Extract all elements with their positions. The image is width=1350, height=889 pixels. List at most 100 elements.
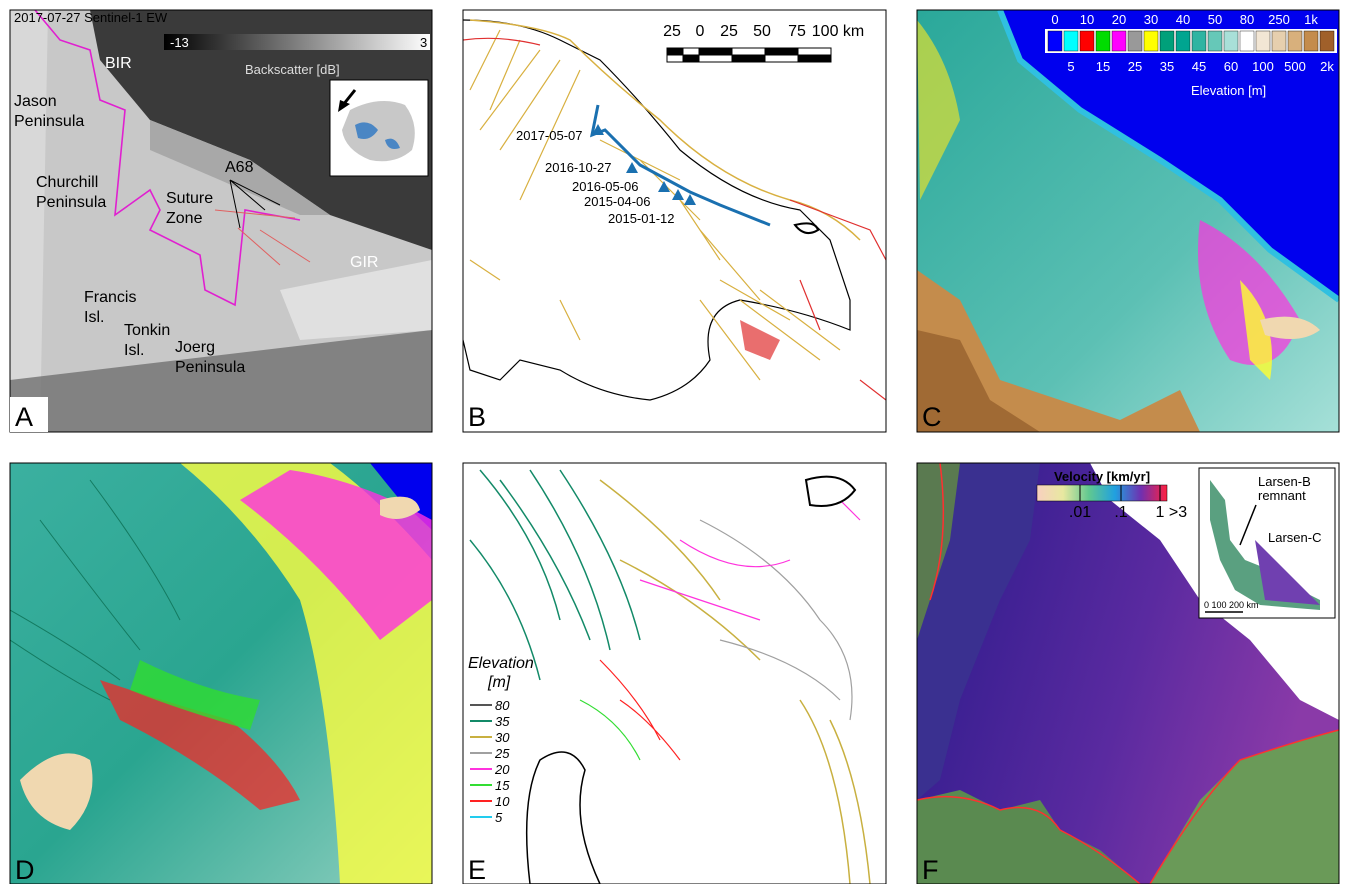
front-marker: [592, 124, 604, 135]
panel-d-image: [10, 463, 432, 884]
inset-label: Larsen-C: [1268, 530, 1321, 545]
colorbar-swatch: [1239, 30, 1255, 52]
panel-frame: [916, 9, 1340, 433]
colorbar-tick-label: 80: [1240, 12, 1254, 27]
colorbar-swatch: [1063, 30, 1079, 52]
panel-letter: D: [15, 855, 35, 884]
front-marker: [672, 189, 684, 200]
scale-segment: [698, 47, 733, 56]
place-label: Suture: [166, 190, 213, 207]
colorbar-swatch: [1159, 30, 1175, 52]
panel-letter: E: [468, 855, 486, 884]
panel-e-image: [469, 469, 871, 884]
scale-label: 100 km: [812, 23, 864, 40]
scale-segment: [731, 47, 766, 56]
place-label: Isl.: [124, 342, 144, 359]
inset-label: Larsen-B: [1258, 474, 1311, 489]
colorbar-tick-label: 10: [1080, 12, 1094, 27]
legend-title: [m]: [487, 674, 511, 691]
colorbar-swatch: [1111, 30, 1127, 52]
scale-bar: 25 0 25 50 75 100 km: [663, 23, 864, 63]
colorbar-tick-label: 5: [1067, 59, 1074, 74]
letter-box: [10, 397, 48, 432]
colorbar-tick-label: 500: [1284, 59, 1306, 74]
scale-segment: [764, 47, 799, 56]
colorbar-tick-label: 20: [1112, 12, 1126, 27]
colorbar-label: Elevation [m]: [1191, 83, 1266, 98]
legend-label: 15: [495, 778, 510, 793]
colorbar-min: -13: [170, 35, 189, 50]
colorbar-tick-label: .1: [1114, 504, 1127, 521]
colorbar: [1036, 484, 1168, 502]
colorbar-swatch: [1095, 30, 1111, 52]
panel-a-image: [10, 10, 432, 432]
colorbar-swatch: [1047, 30, 1063, 52]
scale-segment: [797, 47, 832, 56]
place-labels: BIR Jason Peninsula A68 Churchill Peninsula Su…: [14, 55, 378, 376]
front-date: 2016-05-06: [572, 179, 639, 194]
legend-label: 10: [495, 794, 510, 809]
colorbar-swatch: [1255, 30, 1271, 52]
panel-letter: A: [15, 402, 33, 432]
place-label: Francis: [84, 289, 136, 306]
place-label: BIR: [105, 55, 132, 72]
colorbar-swatch: [1303, 30, 1319, 52]
colorbar-tick-label: 100: [1252, 59, 1274, 74]
panel-c-image: [917, 10, 1339, 432]
scale-label: 25: [720, 23, 738, 40]
scale-label: 25: [663, 23, 681, 40]
elevation-colorbar: 0 5 10 15 20 25 30 35 40 45 50 60 80 100 250 500 1k 2k: [1045, 12, 1337, 74]
colorbar-tick-label: 40: [1176, 12, 1190, 27]
colorbar-tick-label: 250: [1268, 12, 1290, 27]
colorbar-tick-label: 1: [1156, 504, 1165, 521]
place-label: GIR: [350, 254, 378, 271]
scale-segment: [666, 54, 684, 63]
scale-label: 75: [788, 23, 806, 40]
panel-b-image: [463, 19, 886, 401]
scale-segment: [682, 54, 700, 63]
colorbar-tick-label: 25: [1128, 59, 1142, 74]
legend-label: 80: [495, 698, 510, 713]
front-date: 2017-05-07: [516, 128, 583, 143]
legend-label: 5: [495, 810, 503, 825]
panel-letter: F: [922, 855, 939, 884]
colorbar-swatch: [1143, 30, 1159, 52]
front-marker: [684, 194, 696, 205]
colorbar-swatch: [1287, 30, 1303, 52]
colorbar-tick-label: >3: [1169, 504, 1187, 521]
place-label: Tonkin: [124, 322, 170, 339]
legend-label: 30: [495, 730, 510, 745]
panel-frame: [462, 9, 887, 433]
place-label: Zone: [166, 210, 203, 227]
colorbar-swatch: [1319, 30, 1335, 52]
place-label: Isl.: [84, 309, 104, 326]
colorbar-tick-label: 1k: [1304, 12, 1318, 27]
legend-label: 25: [494, 746, 510, 761]
panel-f-image: [917, 463, 1339, 884]
colorbar-swatch: [1127, 30, 1143, 52]
colorbar-ticks: .01 .1 1 >3: [1069, 485, 1187, 521]
colorbar-tick-label: 15: [1096, 59, 1110, 74]
place-label: Jason: [14, 93, 57, 110]
inset-scale: 0 100 200 km: [1204, 600, 1259, 610]
legend-title: Elevation: [468, 655, 534, 672]
colorbar-swatch: [1271, 30, 1287, 52]
colorbar-swatch: [1191, 30, 1207, 52]
place-label: A68: [225, 159, 254, 176]
legend-label: 20: [494, 762, 510, 777]
place-label: Peninsula: [36, 194, 106, 211]
panel-frame: [9, 9, 433, 433]
place-label: Joerg: [175, 339, 215, 356]
colorbar-swatch: [1079, 30, 1095, 52]
colorbar-tick-label: 60: [1224, 59, 1238, 74]
scale-segment: [698, 54, 733, 63]
colorbar-tick-label: 0: [1051, 12, 1058, 27]
colorbar-swatch: [1223, 30, 1239, 52]
colorbar-tick-label: 45: [1192, 59, 1206, 74]
colorbar-tick-label: .01: [1069, 504, 1091, 521]
scale-label: 50: [753, 23, 771, 40]
front-date: 2015-04-06: [584, 194, 651, 209]
colorbar-tick-label: 50: [1208, 12, 1222, 27]
colorbar-max: 3: [420, 35, 427, 50]
